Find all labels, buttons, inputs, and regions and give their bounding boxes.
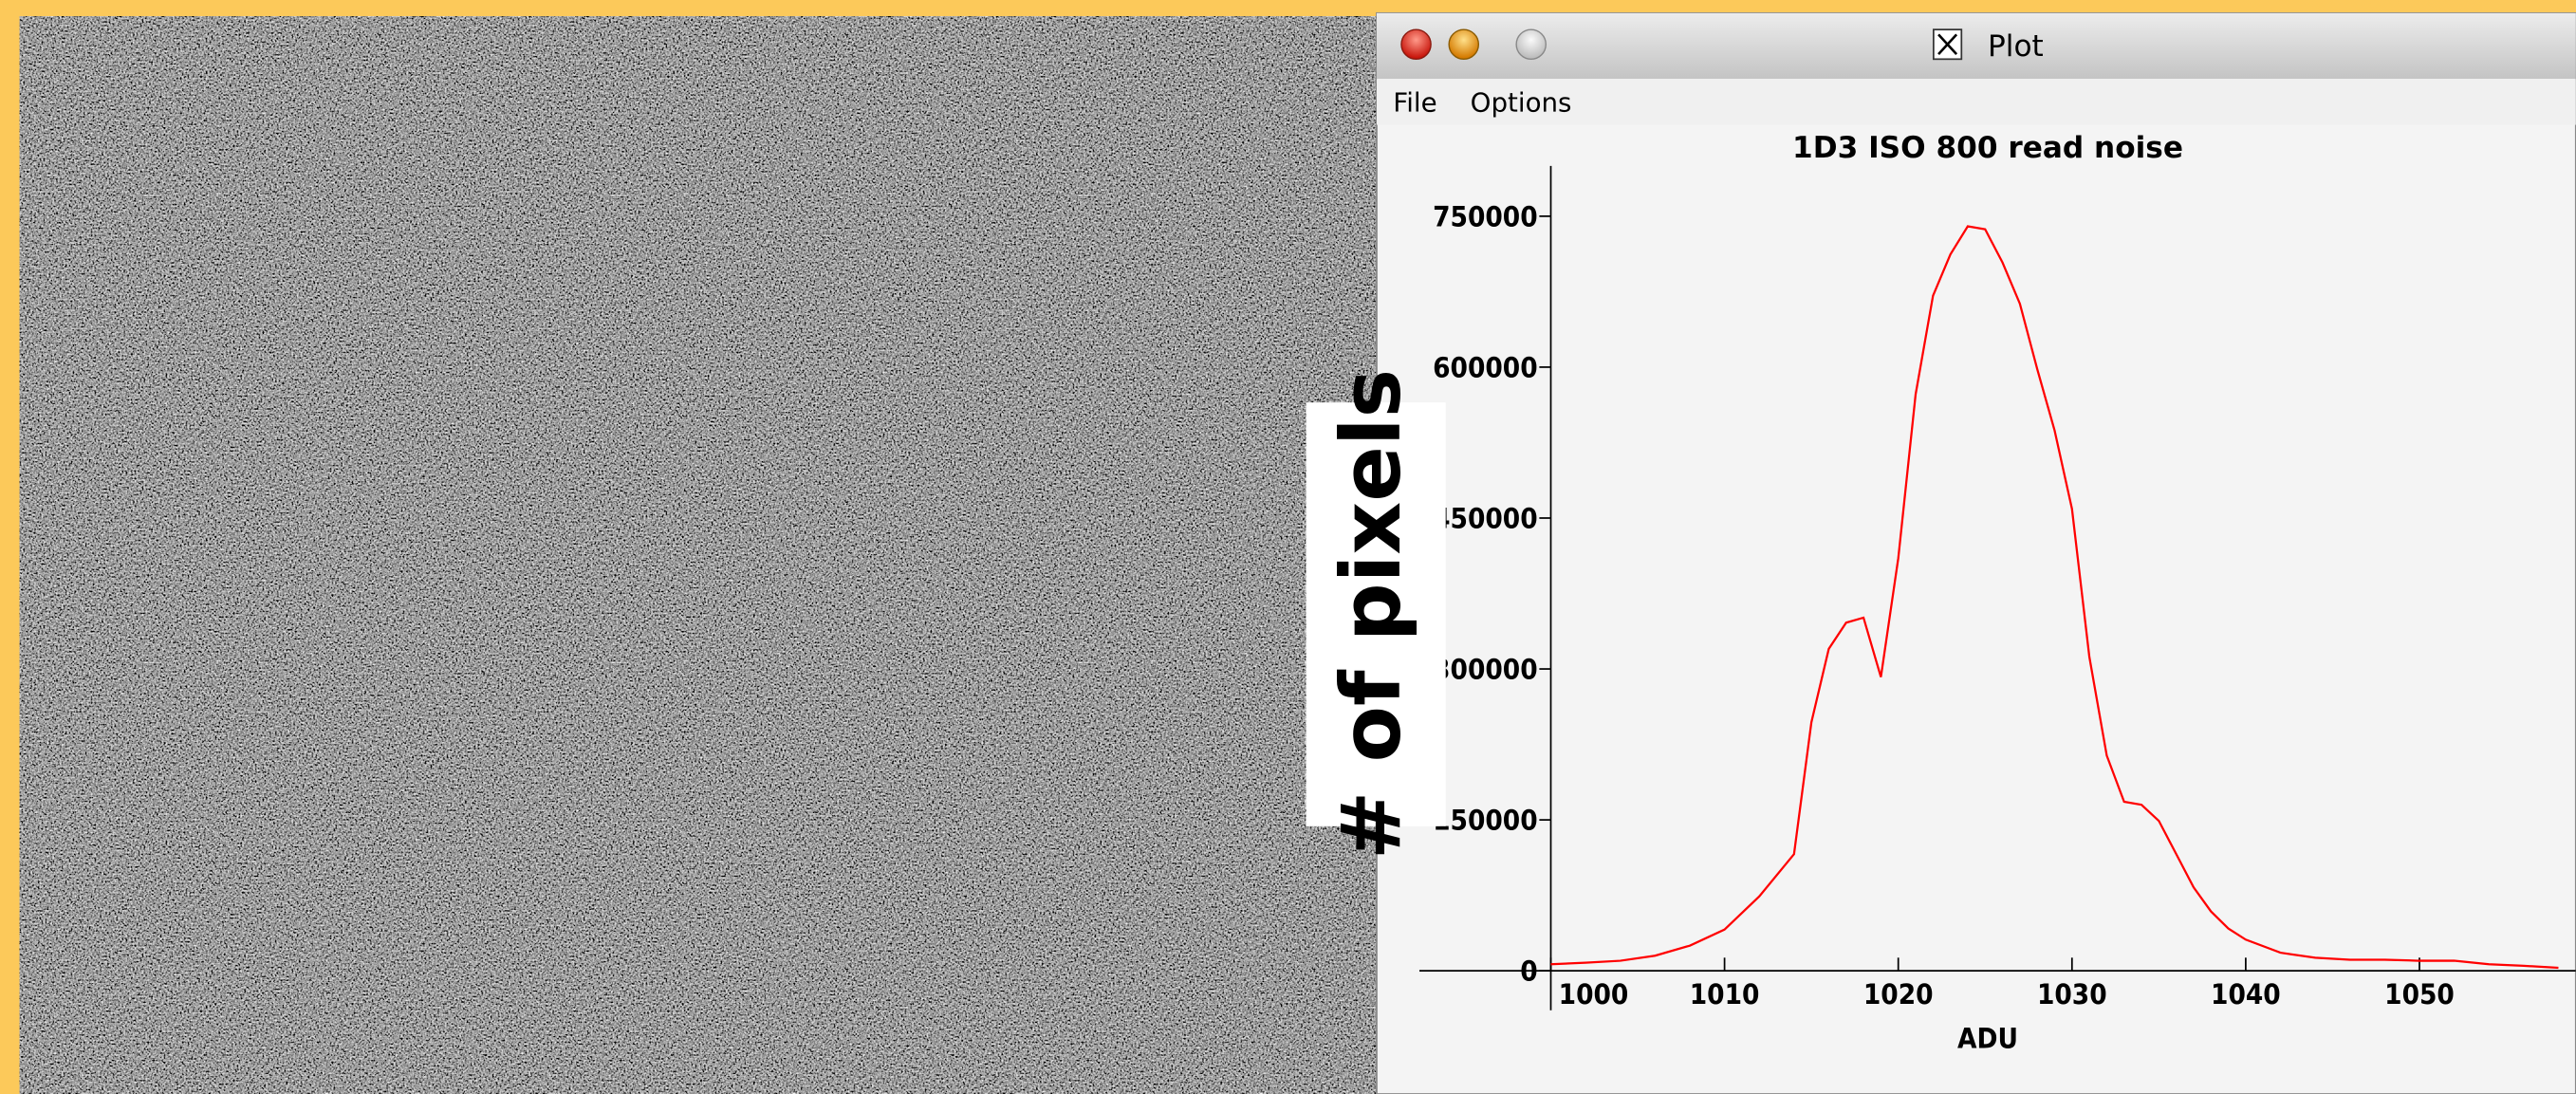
overlay-label: # of pixels (1325, 369, 1419, 860)
plot-window (1376, 11, 2576, 1094)
x-axis-label: ADU (1957, 1023, 2018, 1055)
y-tick-label: 450000 (1433, 502, 1538, 534)
x11-icon (1933, 28, 1963, 61)
x-tick-label: 1030 (2037, 978, 2107, 1011)
menu-item[interactable]: File (1393, 87, 1436, 119)
menu-item[interactable]: Options (1471, 87, 1572, 119)
window-title: Plot (1988, 29, 2044, 64)
menu-bar (1376, 79, 2576, 125)
minimize-button[interactable] (1448, 28, 1480, 61)
zoom-button[interactable] (1515, 28, 1547, 61)
y-tick-label: 300000 (1433, 653, 1538, 685)
y-tick-label: 0 (1520, 955, 1537, 988)
title-bar (1376, 12, 2576, 80)
plot: 0 150000 300000 450000 600000 750000 1000 1010 1… (1418, 165, 2576, 1011)
x-tick-label: 1050 (2384, 978, 2455, 1011)
y-tick-label: 750000 (1433, 200, 1538, 232)
x-tick-label: 1000 (1559, 978, 1629, 1011)
overlay-box (1306, 402, 1446, 826)
y-tick-label: 600000 (1433, 351, 1538, 383)
chart-title: 1D3 ISO 800 read noise (1792, 131, 2183, 165)
close-button[interactable] (1400, 28, 1432, 61)
noise-image (19, 16, 1377, 1094)
x11-icon-mark (1937, 33, 1958, 56)
x-tick-label: 1010 (1690, 978, 1760, 1011)
x-tick-label: 1040 (2211, 978, 2281, 1011)
x-tick-label: 1020 (1863, 978, 1934, 1011)
y-tick-label: 150000 (1433, 804, 1538, 836)
data-line (1550, 225, 2559, 970)
